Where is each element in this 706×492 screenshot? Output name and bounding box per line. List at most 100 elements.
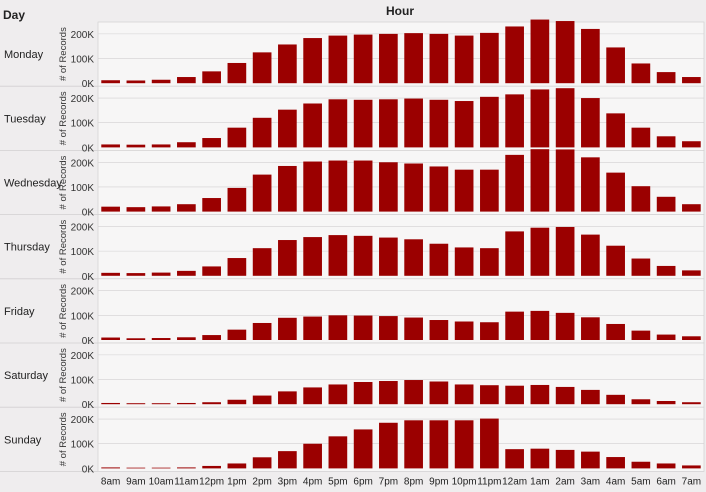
bar-monday-4am[interactable] bbox=[606, 47, 625, 83]
bar-saturday-1am[interactable] bbox=[531, 385, 550, 404]
bar-friday-11pm[interactable] bbox=[480, 322, 499, 340]
bar-tuesday-9am[interactable] bbox=[127, 145, 146, 148]
bar-sunday-10pm[interactable] bbox=[455, 420, 474, 468]
bar-saturday-5pm[interactable] bbox=[329, 384, 348, 404]
bar-saturday-1pm[interactable] bbox=[228, 400, 247, 404]
bar-tuesday-1am[interactable] bbox=[531, 89, 550, 147]
bar-wednesday-4am[interactable] bbox=[606, 173, 625, 212]
bar-wednesday-6am[interactable] bbox=[657, 197, 676, 212]
bar-thursday-6am[interactable] bbox=[657, 266, 676, 276]
bar-friday-7am[interactable] bbox=[682, 336, 701, 340]
bar-friday-9am[interactable] bbox=[127, 338, 146, 340]
bar-monday-1am[interactable] bbox=[531, 20, 550, 84]
bar-thursday-9am[interactable] bbox=[127, 273, 146, 276]
bar-sunday-6am[interactable] bbox=[657, 463, 676, 468]
bar-friday-6pm[interactable] bbox=[354, 316, 373, 340]
bar-tuesday-1pm[interactable] bbox=[228, 128, 247, 148]
bar-saturday-10am[interactable] bbox=[152, 403, 171, 404]
bar-friday-10pm[interactable] bbox=[455, 322, 474, 341]
bar-wednesday-6pm[interactable] bbox=[354, 161, 373, 212]
bar-monday-2am[interactable] bbox=[556, 21, 575, 83]
bar-thursday-12pm[interactable] bbox=[202, 266, 221, 275]
bar-saturday-8am[interactable] bbox=[101, 403, 120, 404]
bar-wednesday-7pm[interactable] bbox=[379, 162, 398, 211]
bar-monday-7am[interactable] bbox=[682, 77, 701, 83]
bar-thursday-2pm[interactable] bbox=[253, 248, 272, 276]
bar-friday-9pm[interactable] bbox=[430, 320, 449, 340]
bar-thursday-3pm[interactable] bbox=[278, 240, 297, 276]
bar-tuesday-6pm[interactable] bbox=[354, 100, 373, 148]
bar-sunday-12am[interactable] bbox=[505, 449, 524, 468]
bar-tuesday-8pm[interactable] bbox=[404, 99, 423, 148]
bar-monday-3pm[interactable] bbox=[278, 44, 297, 83]
bar-friday-3am[interactable] bbox=[581, 317, 600, 340]
bar-tuesday-3am[interactable] bbox=[581, 98, 600, 147]
bar-tuesday-5am[interactable] bbox=[632, 128, 651, 148]
bar-saturday-2pm[interactable] bbox=[253, 396, 272, 405]
bar-friday-5pm[interactable] bbox=[329, 315, 348, 340]
bar-saturday-5am[interactable] bbox=[632, 399, 651, 404]
bar-sunday-6pm[interactable] bbox=[354, 429, 373, 468]
bar-sunday-11am[interactable] bbox=[177, 467, 196, 468]
bar-sunday-4am[interactable] bbox=[606, 457, 625, 468]
bar-wednesday-10pm[interactable] bbox=[455, 170, 474, 212]
bar-thursday-10pm[interactable] bbox=[455, 247, 474, 275]
bar-sunday-11pm[interactable] bbox=[480, 419, 499, 469]
bar-friday-4pm[interactable] bbox=[303, 317, 322, 340]
bar-thursday-11am[interactable] bbox=[177, 271, 196, 276]
bar-tuesday-7pm[interactable] bbox=[379, 99, 398, 147]
bar-thursday-1pm[interactable] bbox=[228, 258, 247, 276]
bar-friday-11am[interactable] bbox=[177, 337, 196, 340]
bar-sunday-3pm[interactable] bbox=[278, 451, 297, 468]
bar-wednesday-10am[interactable] bbox=[152, 206, 171, 211]
bar-friday-5am[interactable] bbox=[632, 331, 651, 340]
bar-saturday-10pm[interactable] bbox=[455, 384, 474, 404]
bar-sunday-8am[interactable] bbox=[101, 467, 120, 468]
bar-wednesday-5am[interactable] bbox=[632, 186, 651, 211]
bar-thursday-9pm[interactable] bbox=[430, 244, 449, 276]
bar-thursday-1am[interactable] bbox=[531, 228, 550, 276]
bar-sunday-3am[interactable] bbox=[581, 452, 600, 469]
bar-friday-6am[interactable] bbox=[657, 335, 676, 340]
bar-wednesday-4pm[interactable] bbox=[303, 162, 322, 212]
bar-friday-1am[interactable] bbox=[531, 311, 550, 340]
bar-monday-12am[interactable] bbox=[505, 26, 524, 83]
bar-saturday-6pm[interactable] bbox=[354, 382, 373, 404]
bar-thursday-7am[interactable] bbox=[682, 270, 701, 275]
bar-saturday-11pm[interactable] bbox=[480, 385, 499, 404]
bar-friday-8am[interactable] bbox=[101, 338, 120, 340]
bar-thursday-12am[interactable] bbox=[505, 231, 524, 275]
bar-thursday-4am[interactable] bbox=[606, 246, 625, 276]
bar-monday-11pm[interactable] bbox=[480, 33, 499, 83]
bar-tuesday-7am[interactable] bbox=[682, 141, 701, 147]
bar-tuesday-2pm[interactable] bbox=[253, 118, 272, 148]
bar-tuesday-5pm[interactable] bbox=[329, 99, 348, 147]
bar-monday-11am[interactable] bbox=[177, 77, 196, 83]
bar-thursday-11pm[interactable] bbox=[480, 248, 499, 276]
bar-tuesday-11pm[interactable] bbox=[480, 97, 499, 148]
bar-wednesday-1am[interactable] bbox=[531, 149, 550, 211]
bar-monday-10pm[interactable] bbox=[455, 36, 474, 84]
bar-monday-5am[interactable] bbox=[632, 63, 651, 83]
bar-saturday-7pm[interactable] bbox=[379, 381, 398, 404]
bar-sunday-2am[interactable] bbox=[556, 450, 575, 469]
bar-saturday-11am[interactable] bbox=[177, 403, 196, 404]
bar-thursday-8am[interactable] bbox=[101, 273, 120, 276]
bar-wednesday-12pm[interactable] bbox=[202, 198, 221, 212]
bar-monday-6pm[interactable] bbox=[354, 35, 373, 84]
bar-sunday-1pm[interactable] bbox=[228, 463, 247, 468]
bar-saturday-7am[interactable] bbox=[682, 402, 701, 404]
bar-thursday-5am[interactable] bbox=[632, 259, 651, 276]
bar-monday-6am[interactable] bbox=[657, 72, 676, 83]
bar-tuesday-11am[interactable] bbox=[177, 142, 196, 147]
bar-monday-8am[interactable] bbox=[101, 80, 120, 83]
bar-monday-3am[interactable] bbox=[581, 29, 600, 83]
bar-saturday-12am[interactable] bbox=[505, 386, 524, 405]
bar-friday-12am[interactable] bbox=[505, 312, 524, 340]
bar-tuesday-10am[interactable] bbox=[152, 144, 171, 147]
bar-friday-2am[interactable] bbox=[556, 313, 575, 340]
bar-wednesday-5pm[interactable] bbox=[329, 161, 348, 212]
bar-wednesday-3pm[interactable] bbox=[278, 166, 297, 212]
bar-monday-12pm[interactable] bbox=[202, 71, 221, 83]
bar-tuesday-4am[interactable] bbox=[606, 113, 625, 147]
